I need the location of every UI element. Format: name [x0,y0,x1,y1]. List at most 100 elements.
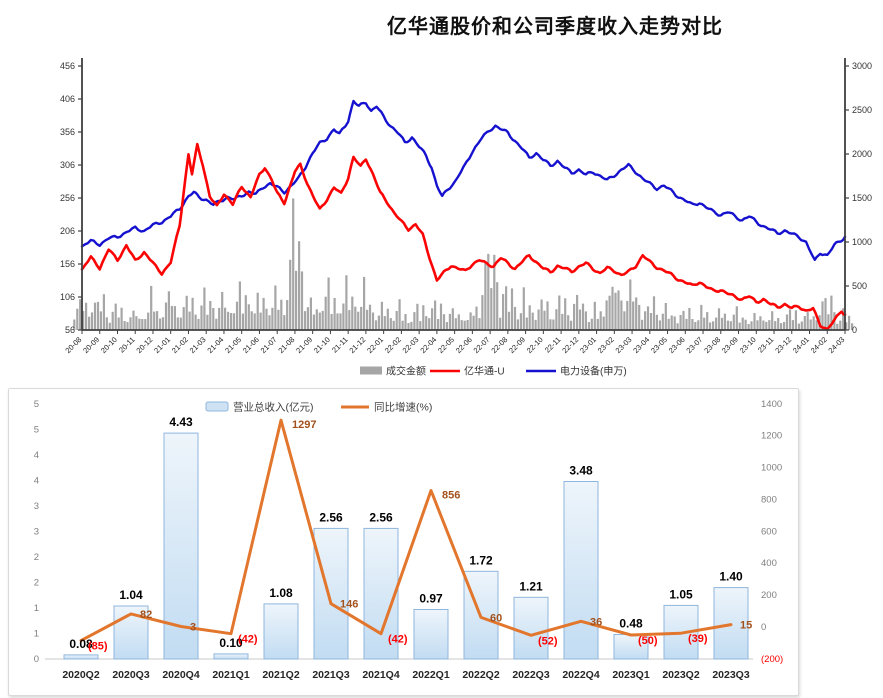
volume-bar [709,322,712,330]
volume-bar [259,312,262,330]
volume-bar [105,317,108,330]
volume-bar [490,288,493,330]
volume-bar [679,315,682,330]
volume-bar [389,318,392,330]
volume-bar [437,319,440,330]
volume-bar [513,306,517,330]
volume-bar [194,314,197,330]
volume-bar [253,313,256,330]
volume-bar [227,311,230,330]
volume-bar [434,300,437,330]
volume-bar [286,300,289,330]
volume-bar [327,277,330,330]
revenue-bar [413,609,449,660]
volume-bar [715,317,718,330]
left-axis-tick-label: 5 [34,425,39,436]
volume-bar [496,282,499,330]
x-axis-tick-label: 24-01 [791,335,811,355]
volume-bar [336,313,339,330]
category-label: 2022Q1 [412,669,450,681]
x-axis-tick-label: 20-08 [63,335,83,355]
volume-bar [244,295,247,330]
right-axis-tick-label: 0 [852,325,857,335]
volume-bar [141,319,144,330]
volume-bar [182,307,185,330]
volume-bar [534,319,537,330]
volume-bar [673,316,676,330]
volume-bar [206,314,209,330]
volume-bar [265,308,268,330]
x-axis-tick-label: 20-11 [117,335,137,355]
x-axis-tick-label: 23-04 [631,335,651,355]
volume-bar [469,312,472,330]
volume-bar [809,319,812,330]
left-axis-tick-label: 306 [60,160,75,170]
revenue-chart-card: 5 5 4 4 3 3 2 2 1 1 0 1400 1200 1000 800 600 400 200 0 (200… [8,388,799,696]
volume-bar [73,319,76,330]
x-axis-tick-label: 22-10 [525,335,545,355]
right-axis-tick-label: 600 [761,526,777,537]
volume-bar [256,292,259,330]
volume-bar [578,309,582,330]
x-axis-tick-label: 22-12 [560,335,580,355]
right-axis-tick-label: 1000 [761,463,782,474]
volume-bar [543,310,546,330]
volume-bar [703,317,706,330]
volume-bar [812,316,815,330]
volume-bar [723,313,726,330]
volume-bar [505,286,508,330]
volume-bar [431,308,434,330]
volume-bar [357,311,360,330]
volume-bar [398,299,401,330]
volume-bar [271,307,274,330]
volume-bar [262,297,265,330]
volume-bar [658,320,661,330]
volume-bar [366,309,369,330]
volume-bar [756,320,759,330]
volume-bar [277,309,280,330]
volume-bar [274,285,277,330]
volume-bar [428,318,431,330]
volume-bar [221,291,224,330]
volume-bar [487,253,490,330]
volume-bar [783,321,786,330]
volume-bar [111,311,114,330]
legend-label: 营业总收入(亿元) [233,401,314,414]
volume-bar [454,318,457,330]
volume-bar [425,316,428,330]
category-label: 2022Q3 [512,669,550,681]
volume-bar [780,323,783,330]
volume-bar [235,301,239,330]
growth-value-label: 36 [590,616,602,628]
left-axis-tick-label: 106 [60,292,75,302]
volume-bar [593,301,596,330]
x-axis-tick-label: 22-11 [543,335,563,355]
volume-bar [611,286,614,330]
volume-bar [448,313,451,330]
volume-bar [845,322,848,330]
volume-bar [250,311,253,330]
volume-bar [552,319,555,330]
x-axis-tick-label: 21-08 [276,335,296,355]
x-axis-tick-label: 22-09 [507,335,527,355]
x-axis-tick-label: 21-09 [294,335,314,355]
category-label: 2021Q3 [312,669,350,681]
volume-bar [617,290,620,330]
volume-bar [371,312,375,330]
volume-bar [771,311,774,330]
bar-value-label: 0.08 [69,637,93,651]
volume-bar [744,319,747,330]
volume-bar [419,321,422,330]
volume-bar [392,320,395,330]
volume-bar [528,305,531,330]
volume-bar [292,198,295,330]
category-label: 2021Q1 [212,669,250,681]
volume-bar [768,320,771,330]
right-axis-tick-label: 1500 [852,193,872,203]
right-axis-tick-label: 2000 [852,149,872,159]
category-label: 2022Q2 [462,669,500,681]
volume-bar [717,308,721,330]
right-axis-tick-label: 0 [761,622,766,633]
volume-bar [667,318,670,330]
right-axis-tick-label: 3000 [852,61,872,71]
